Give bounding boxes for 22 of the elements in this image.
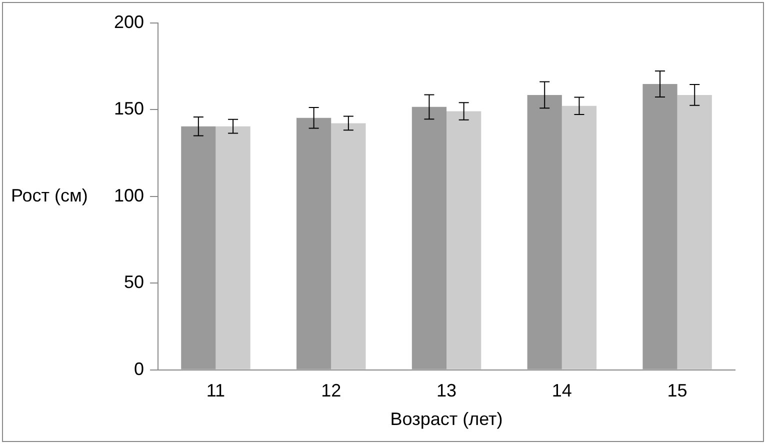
- y-axis-title: Рост (см): [11, 185, 88, 206]
- bar: [642, 84, 678, 370]
- bar: [331, 123, 366, 370]
- bar: [527, 94, 562, 370]
- bar: [446, 111, 482, 370]
- y-tick-label: 0: [134, 358, 144, 379]
- bar: [216, 126, 250, 370]
- x-tick-label: 12: [321, 380, 342, 401]
- bar: [296, 118, 332, 370]
- x-tick-label: 13: [436, 380, 457, 401]
- x-tick-label: 11: [206, 380, 226, 401]
- y-tick-label: 50: [124, 272, 144, 292]
- y-tick-label: 150: [114, 98, 144, 119]
- x-tick-label: 14: [552, 380, 572, 401]
- x-axis-title: Возраст (лет): [390, 409, 503, 430]
- bar: [181, 126, 216, 370]
- bar: [562, 106, 597, 370]
- x-tick-label: 15: [667, 380, 688, 401]
- bar: [412, 106, 447, 370]
- y-tick-label: 200: [114, 12, 144, 32]
- y-tick-label: 100: [114, 185, 144, 206]
- bar: [677, 94, 712, 370]
